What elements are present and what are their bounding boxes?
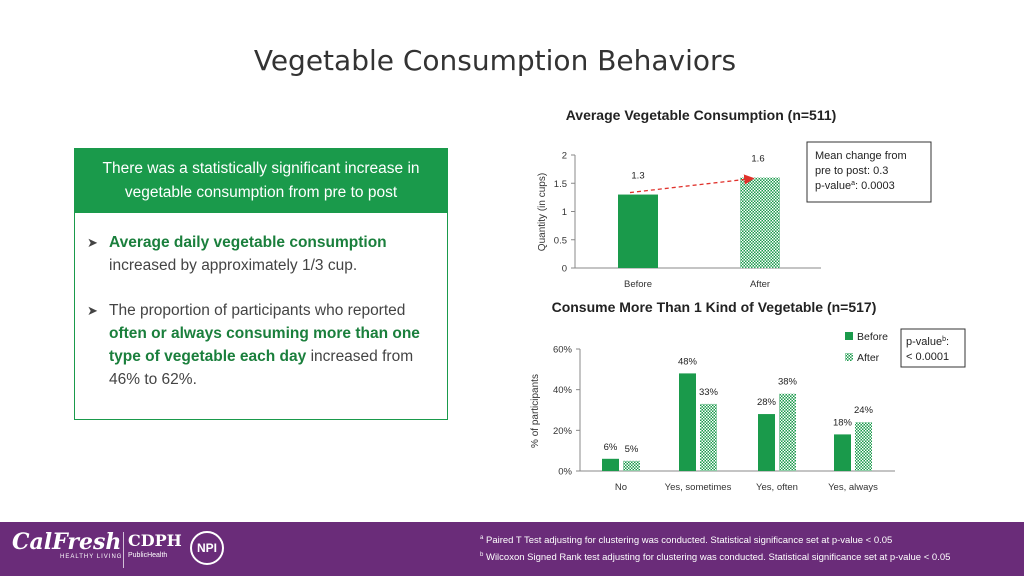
chart2-ytick-label: 60% [553,345,573,356]
chart2-bar-before [602,458,619,471]
chart1-ytick-label: 0.5 [554,235,567,246]
chart2-bar-before [834,434,851,471]
chart2-category-label: Yes, often [756,482,798,493]
page-title: Vegetable Consumption Behaviors [253,44,737,77]
bullet-bold: Average daily vegetable consumption [109,234,387,251]
chart1-ylabel: Quantity (in cups) [537,173,548,251]
chart2-data-label: 24% [854,405,874,416]
chart2-data-label: 38% [778,377,798,388]
legend-before-swatch [845,332,853,340]
chart2-data-label: 6% [604,442,618,453]
chart2-bar-after [855,422,872,471]
chart2-ylabel: % of participants [530,374,541,448]
chart2-legend: Before After [845,331,888,364]
chart1-bar [618,194,658,268]
summary-panel: There was a statistically significant in… [74,148,448,420]
chart2-annotation-box [900,328,966,368]
bullet-pre: The proportion of participants who repor… [109,302,406,319]
chart2-data-label: 48% [678,356,698,367]
arrow-bullet-icon: ➤ [87,235,98,250]
footnote-a: a Paired T Test adjusting for clustering… [480,535,893,547]
footer-bar [0,522,1024,576]
npi-logo: NPI [190,531,224,565]
chart1-data-label: 1.3 [631,171,644,182]
chart1-annotation-line1: Mean change from [815,150,907,162]
chart2-bar-before [679,373,696,471]
chart2-category-label: Yes, always [828,482,878,493]
vegetable-kind-chart: Consume More Than 1 Kind of Vegetable (n… [530,299,966,493]
chart1-title: Average Vegetable Consumption (n=511) [566,107,837,123]
chart1-annotation-box [806,141,932,203]
bullet-item: ➤ The proportion of participants who rep… [87,299,435,391]
chart1-ytick-label: 2 [562,151,567,162]
chart2-data-label: 33% [699,387,719,398]
bullet-list: ➤ Average daily vegetable consumption in… [75,213,447,391]
chart2-ytick-label: 40% [553,385,573,396]
chart1-ytick-label: 1.5 [554,179,567,190]
legend-before-label: Before [857,331,888,343]
chart2-data-label: 28% [757,397,777,408]
chart2-category-label: Yes, sometimes [665,482,732,493]
bullet-item: ➤ Average daily vegetable consumption in… [87,231,435,277]
bullet-text: The proportion of participants who repor… [109,299,435,391]
summary-header: There was a statistically significant in… [75,149,447,213]
chart1-ytick-label: 0 [562,264,567,275]
footnote-b: b Wilcoxon Signed Rank test adjusting fo… [480,552,951,564]
legend-after-label: After [857,352,880,364]
chart2-title: Consume More Than 1 Kind of Vegetable (n… [552,299,877,315]
chart1-category-label: Before [624,279,652,290]
chart2-data-label: 18% [833,417,853,428]
chart2-data-label: 5% [625,444,639,455]
chart2-ytick-label: 0% [558,467,572,478]
avg-consumption-chart: Average Vegetable Consumption (n=511) Qu… [537,107,932,290]
chart2-bar-after [623,460,640,471]
chart2-ytick-label: 20% [553,426,573,437]
chart2-bar-after [779,393,796,471]
chart1-data-label: 1.6 [751,154,764,165]
bullet-rest: increased from 46% to 62%. [109,348,414,388]
chart2-bar-before [758,414,775,471]
chart1-category-label: After [750,279,770,290]
chart1-annotation-line3: p-valuea: 0.0003 [815,180,895,192]
calfresh-logo: CalFresh HEALTHY LIVING [12,529,123,560]
chart1-annotation-line2: pre to post: 0.3 [815,165,888,177]
legend-after-swatch [845,353,853,361]
logo-divider [123,532,124,568]
footnotes: a Paired T Test adjusting for clustering… [480,531,950,565]
chart2-annotation-line2: < 0.0001 [906,351,949,363]
chart1-bar [740,177,780,268]
arrow-bullet-icon: ➤ [87,303,98,318]
cdph-logo: CDPH PublicHealth [128,531,182,559]
chart2-bar-after [700,403,717,471]
chart1-change-arrow [629,174,755,194]
chart1-ytick-label: 1 [562,207,567,218]
bullet-text: Average daily vegetable consumption incr… [109,231,435,277]
bullet-bold: often or always consuming more than one … [109,325,420,365]
bullet-rest: increased by approximately 1/3 cup. [109,257,358,274]
chart2-annotation-line1: p-valueb: [906,336,949,348]
chart2-category-label: No [615,482,627,493]
